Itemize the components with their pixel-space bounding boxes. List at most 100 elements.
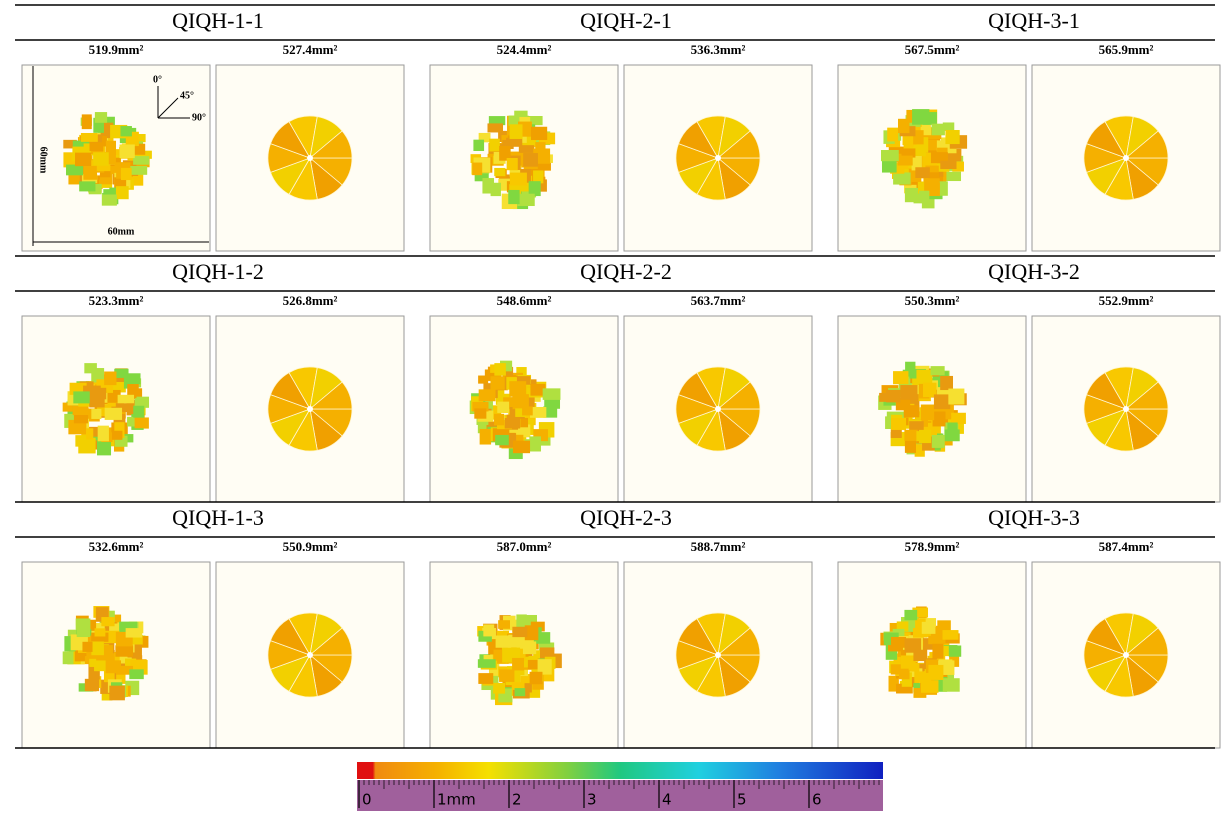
panel-title: QIQH-1-2	[172, 259, 264, 284]
panel-title: QIQH-1-1	[172, 8, 264, 33]
scan-blob	[119, 144, 135, 159]
area-label: 550.3mm²	[905, 293, 960, 308]
scan-blob	[518, 144, 535, 153]
scan-blob	[499, 145, 511, 161]
scan-blob	[66, 164, 84, 176]
scan-blob	[896, 683, 913, 694]
scan-blob	[904, 609, 918, 621]
scan-blob	[473, 139, 485, 152]
scan-blob	[916, 431, 927, 442]
scan-blob	[890, 664, 909, 675]
scan-blob	[887, 127, 899, 142]
scan-blob	[80, 132, 98, 142]
scan-blob	[936, 404, 954, 416]
scan-blob	[500, 360, 513, 372]
angle-label: 45°	[180, 90, 194, 101]
scan-blob	[127, 416, 142, 427]
scan-blob	[911, 155, 922, 171]
scan-blob	[897, 118, 910, 134]
scan-blob	[101, 194, 117, 206]
axis-arrow	[157, 97, 179, 119]
dim-label: 60mm	[108, 226, 135, 237]
scan-blob	[931, 123, 945, 136]
scan-blob	[903, 405, 920, 418]
scan-blob	[520, 674, 533, 686]
scan-blob	[477, 422, 493, 434]
scan-center	[307, 406, 313, 412]
scan-blob	[109, 685, 125, 701]
scan-blob	[120, 126, 132, 137]
scan-blob	[531, 126, 548, 141]
scan-blob	[515, 376, 531, 385]
scan-blob	[105, 140, 117, 155]
scan-blob	[105, 660, 121, 674]
scan-wedge	[1124, 381, 1169, 410]
area-label: 578.9mm²	[905, 539, 960, 554]
scan-blob	[101, 617, 115, 627]
scan-blob	[125, 628, 143, 638]
scan-blob	[117, 394, 135, 404]
scan-blob	[913, 627, 928, 638]
scan-blob	[94, 112, 108, 123]
scan-blob	[115, 186, 129, 200]
scan-blob	[84, 363, 97, 374]
scale-label: 1mm	[437, 791, 476, 809]
scan-blob	[928, 635, 946, 645]
area-label: 587.4mm²	[1099, 539, 1154, 554]
scan-blob	[523, 153, 538, 167]
scan-blob	[920, 126, 932, 136]
scale-label: 5	[737, 791, 747, 809]
scan-blob	[487, 123, 504, 133]
scan-blob	[940, 160, 957, 170]
scan-blob	[109, 651, 126, 663]
scan-center	[715, 155, 721, 161]
scan-blob	[126, 400, 138, 416]
scan-blob	[133, 405, 145, 418]
scan-blob	[921, 621, 936, 634]
scan-blob	[494, 413, 505, 426]
scan-blob	[472, 401, 489, 412]
scan-blob	[99, 173, 113, 185]
scan-blob	[93, 152, 109, 166]
scan-blob	[896, 621, 909, 632]
area-label: 550.9mm²	[283, 539, 338, 554]
scan-blob	[133, 156, 150, 165]
scan-blob	[901, 672, 912, 687]
scan-blob	[73, 415, 89, 424]
scan-blob	[495, 434, 509, 446]
scan-blob	[134, 413, 145, 429]
scan-blob	[482, 178, 495, 194]
scan-blob	[110, 614, 122, 623]
scan-blob	[891, 418, 907, 430]
angle-label: 0°	[153, 74, 162, 85]
scan-blob	[64, 636, 76, 652]
scan-blob	[509, 165, 522, 177]
scan-blob	[91, 368, 105, 383]
scan-blob	[74, 152, 92, 167]
scan-blob	[514, 688, 526, 697]
scan-blob	[886, 389, 901, 403]
scan-blob	[932, 411, 946, 427]
scan-blob	[530, 383, 546, 396]
scan-blob	[104, 407, 123, 420]
scan-blob	[114, 435, 128, 447]
scan-blob	[506, 137, 523, 147]
scan-blob	[912, 607, 929, 618]
dim-label: 60mm	[38, 147, 49, 174]
scan-blob	[488, 116, 506, 126]
scan-blob	[113, 669, 126, 684]
scan-blob	[115, 665, 134, 675]
scan-blob	[479, 428, 492, 445]
scan-blob	[948, 388, 965, 405]
scan-wedge	[716, 381, 761, 410]
scan-blob	[528, 181, 541, 197]
area-label: 548.6mm²	[497, 293, 552, 308]
scan-blob	[75, 618, 91, 630]
scan-blob	[104, 151, 116, 165]
scan-blob	[928, 664, 944, 680]
scan-blob	[952, 161, 964, 172]
scan-wedge	[1124, 627, 1169, 656]
scan-blob	[915, 167, 930, 178]
scan-blob	[940, 375, 954, 391]
scan-blob	[68, 172, 80, 185]
